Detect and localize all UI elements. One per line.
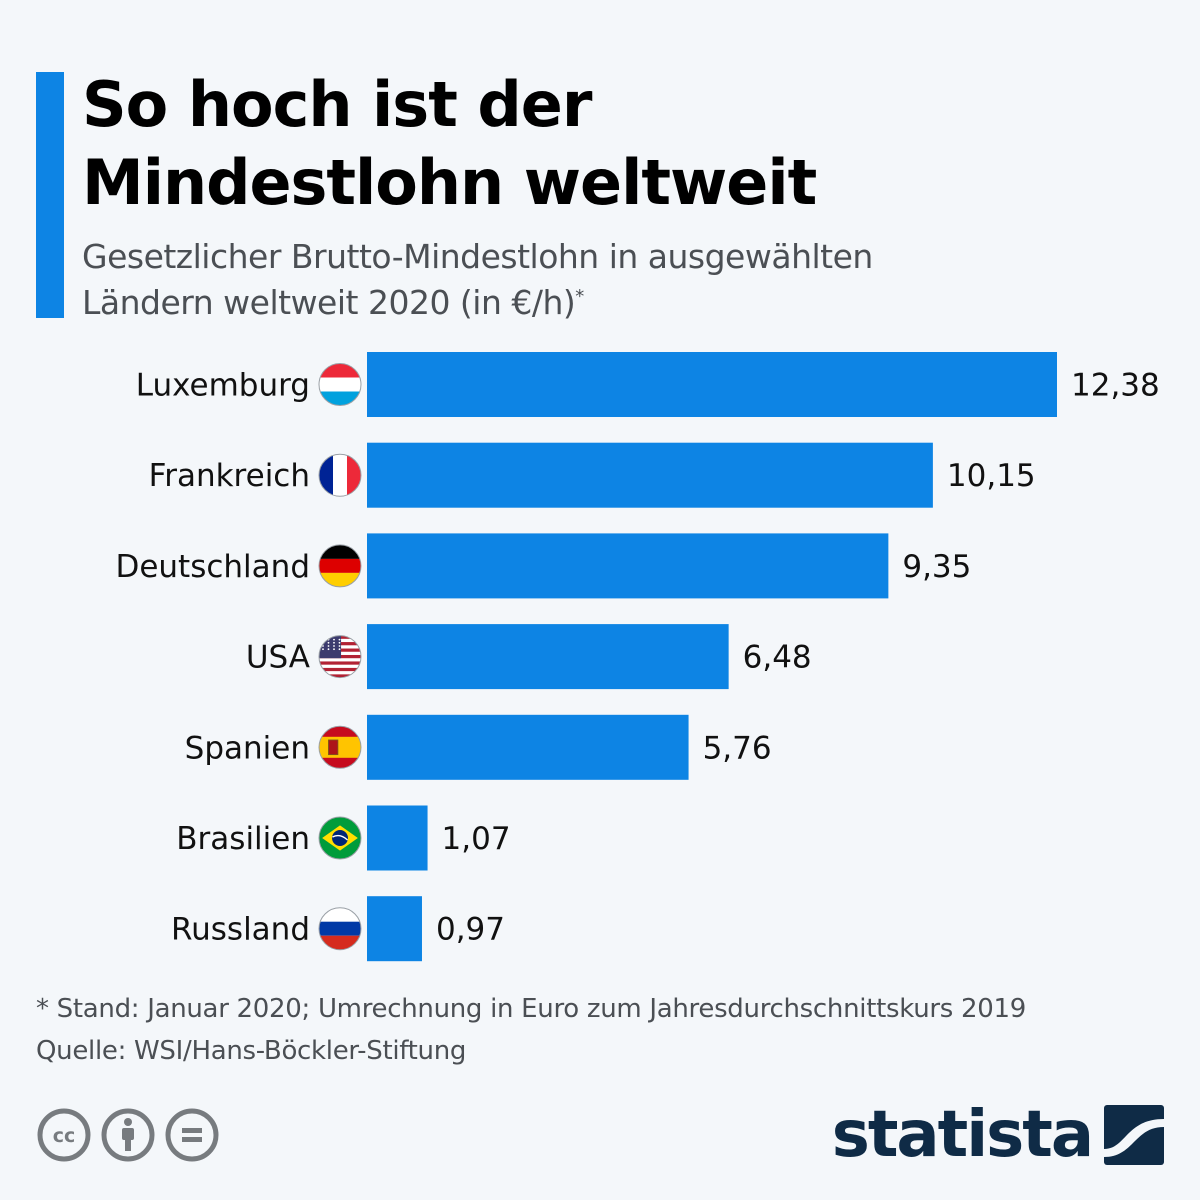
- no-derivatives-icon[interactable]: [164, 1107, 220, 1163]
- bar-row: Brasilien 1,07: [176, 805, 511, 871]
- attribution-icon[interactable]: [100, 1107, 156, 1163]
- subtitle-line-2: Ländern weltweit 2020 (in €/h)*: [82, 280, 1162, 326]
- flag-outline: [318, 816, 362, 860]
- flag-france-icon: [319, 454, 361, 497]
- flag-outline: [318, 907, 362, 951]
- statista-logo-icon: [1104, 1105, 1164, 1165]
- flag-outline: [318, 363, 362, 406]
- bar: [367, 714, 689, 780]
- flag-outline: [318, 725, 362, 769]
- flag-russia-icon: [319, 907, 361, 950]
- bar: [367, 624, 729, 690]
- category-label: USA: [246, 640, 310, 676]
- bar: [367, 896, 422, 962]
- footnote-source: Quelle: WSI/Hans-Böckler-Stiftung: [36, 1036, 467, 1066]
- bar: [367, 352, 1057, 417]
- flag-luxembourg-icon: [319, 363, 361, 406]
- category-label: Russland: [171, 912, 310, 948]
- bar: [367, 442, 933, 508]
- brand-wordmark: statista: [831, 1098, 1094, 1172]
- bar-row: Deutschland 9,35: [115, 533, 971, 599]
- creative-commons-icon[interactable]: cc: [36, 1107, 92, 1163]
- flag-outline: [318, 544, 362, 588]
- svg-text:cc: cc: [53, 1125, 76, 1147]
- chart-subtitle: Gesetzlicher Brutto-Mindestlohn in ausge…: [82, 234, 1162, 326]
- statista-logo[interactable]: statista: [832, 1100, 1164, 1170]
- category-label: Spanien: [185, 730, 310, 766]
- value-label: 5,76: [703, 730, 772, 766]
- footnote: * Stand: Januar 2020; Umrechnung in Euro…: [36, 988, 1026, 1072]
- accent-bar: [36, 72, 64, 318]
- value-label: 9,35: [902, 549, 971, 585]
- flag-outline: [318, 453, 362, 497]
- bar-row: Spanien 5,76: [185, 714, 772, 780]
- bar-row: Luxemburg 12,38: [136, 352, 1160, 417]
- category-label: Brasilien: [176, 821, 310, 857]
- flag-spain-icon: [319, 726, 361, 769]
- category-label: Luxemburg: [136, 368, 310, 404]
- value-label: 0,97: [436, 912, 505, 948]
- value-label: 6,48: [743, 640, 812, 676]
- category-label: Frankreich: [149, 458, 310, 494]
- license-icons: cc: [36, 1107, 220, 1163]
- chart-title: So hoch ist der Mindestlohn weltweit: [82, 66, 1162, 222]
- footnote-mark: *: [575, 286, 584, 307]
- bar-chart: Luxemburg 12,38 Frankreich 10,15 Deutschland…: [115, 352, 1160, 962]
- footnote-note: * Stand: Januar 2020; Umrechnung in Euro…: [36, 994, 1026, 1024]
- title-line-2: Mindestlohn weltweit: [82, 146, 817, 219]
- subtitle-line-1: Gesetzlicher Brutto-Mindestlohn in ausge…: [82, 237, 873, 276]
- value-label: 1,07: [442, 821, 511, 857]
- value-label: 12,38: [1071, 368, 1160, 404]
- flag-germany-icon: [319, 544, 361, 587]
- flag-brazil-icon: [319, 817, 361, 859]
- bar-row: Frankreich 10,15: [149, 442, 1036, 508]
- value-label: 10,15: [947, 458, 1036, 494]
- bar: [367, 805, 428, 871]
- subtitle-line-2-text: Ländern weltweit 2020 (in €/h): [82, 283, 576, 322]
- category-label: Deutschland: [115, 549, 310, 585]
- title-line-1: So hoch ist der: [82, 68, 592, 141]
- flag-outline: [318, 635, 362, 679]
- bar: [367, 533, 889, 599]
- flag-usa-icon: [319, 635, 361, 678]
- bar-row: USA 6,48: [246, 624, 812, 690]
- bar-row: Russland 0,97: [171, 896, 505, 962]
